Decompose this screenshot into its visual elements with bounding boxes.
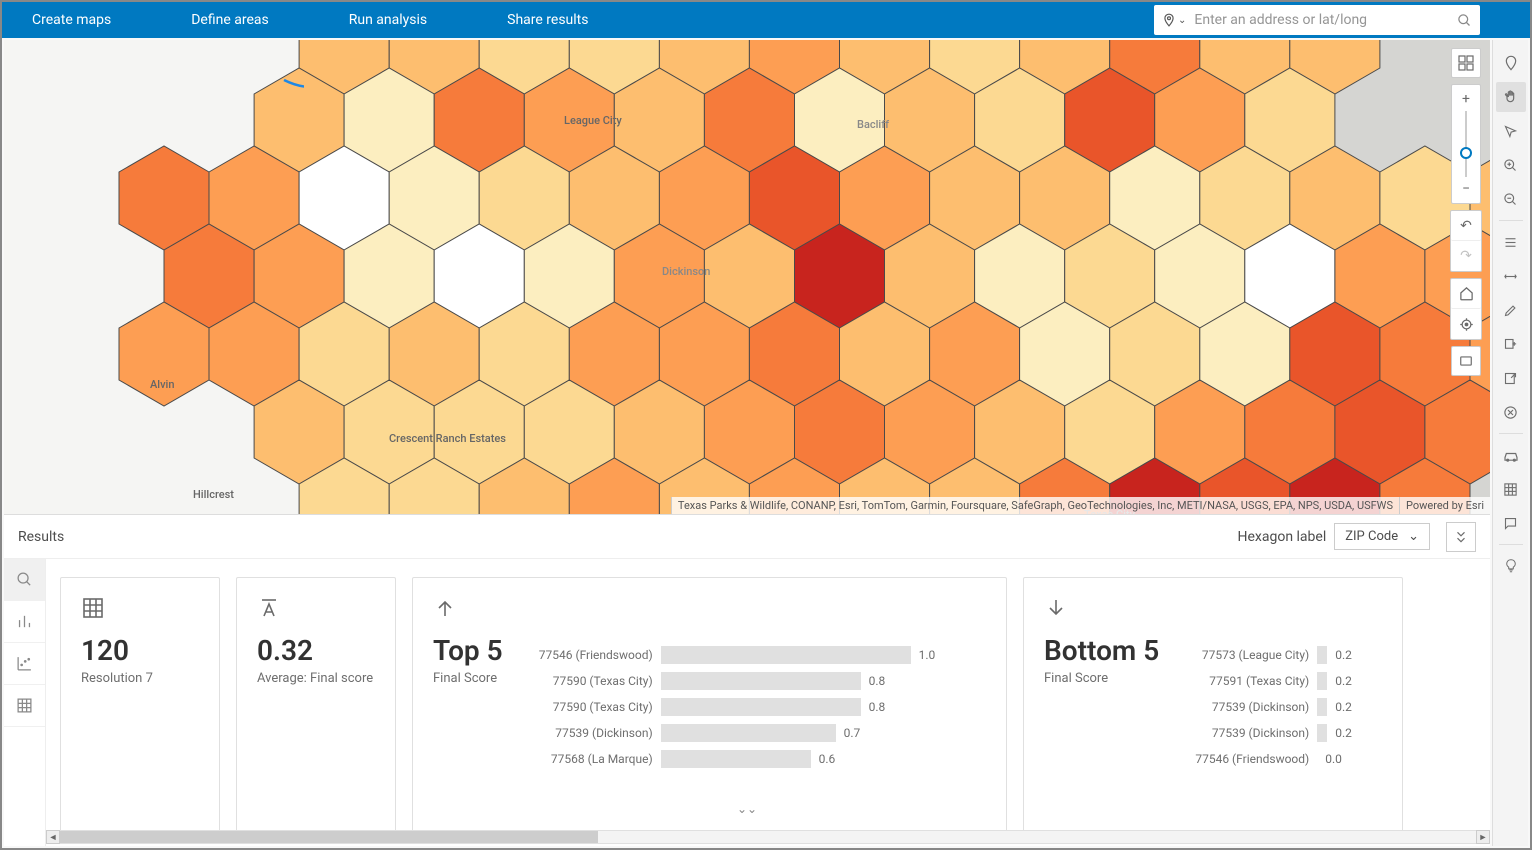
nav-define-areas[interactable]: Define areas (191, 12, 269, 28)
basemap-button[interactable] (1451, 48, 1481, 78)
bar-row: 77546 (Friendswood)1.0 (523, 646, 986, 664)
tab-chart[interactable] (4, 601, 45, 643)
cards-row: 120 Resolution 7 0.32 Average: Final sco… (46, 559, 1490, 846)
tool-clear-icon[interactable] (1496, 397, 1526, 427)
bar-row: 77590 (Texas City)0.8 (523, 672, 986, 690)
arrow-up-icon (433, 596, 457, 620)
tool-zoomout-icon[interactable] (1496, 184, 1526, 214)
bottom5-sub: Final Score (1044, 671, 1159, 688)
zoom-slider[interactable]: + − (1451, 84, 1481, 204)
tool-select-icon[interactable] (1496, 116, 1526, 146)
bar-row: 77573 (League City)0.2 (1179, 646, 1382, 664)
nav-share-results[interactable]: Share results (507, 12, 588, 28)
locate-button[interactable] (1451, 309, 1481, 339)
card-average: 0.32 Average: Final score (236, 577, 396, 836)
nav-create-maps[interactable]: Create maps (32, 12, 111, 28)
tool-measure-icon[interactable] (1496, 261, 1526, 291)
map-label: Crescent Ranch Estates (389, 432, 506, 445)
scroll-left-button[interactable]: ◄ (46, 830, 60, 844)
bar-row: 77591 (Texas City)0.2 (1179, 672, 1382, 690)
map-label: Bacliff (857, 118, 889, 131)
map-label: Hillcrest (193, 488, 234, 501)
average-icon (257, 596, 281, 620)
undo-button[interactable]: ↶ (1451, 211, 1481, 241)
card-top5: Top 5 Final Score 77546 (Friendswood)1.0… (412, 577, 1007, 836)
tool-tip-icon[interactable] (1496, 551, 1526, 581)
bar-row: 77539 (Dickinson)0.7 (523, 724, 986, 742)
tool-edit-icon[interactable] (1496, 295, 1526, 325)
tab-table[interactable] (4, 685, 45, 727)
bar-row: 77590 (Texas City)0.8 (523, 698, 986, 716)
collapse-panel-button[interactable] (1446, 522, 1476, 552)
tool-drive-icon[interactable] (1496, 440, 1526, 470)
average-sub: Average: Final score (257, 671, 375, 688)
map-canvas[interactable]: League City Bacliff Dickinson Alvin Crescent… (4, 40, 1490, 514)
home-extent-button[interactable] (1451, 279, 1481, 309)
zoom-out-button[interactable]: − (1462, 181, 1470, 197)
tool-zoomin-icon[interactable] (1496, 150, 1526, 180)
tab-scatter[interactable] (4, 643, 45, 685)
results-panel: Results Hexagon label ZIP Code ⌄ 120 Res… (4, 514, 1490, 846)
nav-run-analysis[interactable]: Run analysis (349, 12, 427, 28)
map-attribution: Texas Parks & Wildlife, CONANP, Esri, To… (671, 497, 1490, 514)
tool-add-layer-icon[interactable] (1496, 329, 1526, 359)
redo-button[interactable]: ↷ (1451, 241, 1481, 271)
search-input[interactable] (1194, 12, 1457, 28)
collapse-cards-button[interactable]: ⌄⌄ (737, 802, 757, 816)
tool-legend-icon[interactable] (1496, 227, 1526, 257)
map-label: Alvin (150, 378, 174, 391)
search-icon[interactable] (1457, 13, 1472, 28)
resolution-value: 120 (81, 634, 199, 667)
hex-label-text: Hexagon label (1238, 529, 1327, 545)
top-nav: Create maps Define areas Run analysis Sh… (2, 2, 1530, 38)
resolution-sub: Resolution 7 (81, 671, 199, 688)
tab-overview[interactable] (4, 559, 45, 601)
fullscreen-button[interactable] (1451, 346, 1481, 376)
hex-layer (4, 40, 1490, 514)
pin-icon (1162, 13, 1176, 27)
tool-table-icon[interactable] (1496, 474, 1526, 504)
hex-label-select[interactable]: ZIP Code ⌄ (1334, 523, 1430, 550)
tool-pan-icon[interactable] (1496, 82, 1526, 112)
bar-row: 77539 (Dickinson)0.2 (1179, 698, 1382, 716)
tool-chat-icon[interactable] (1496, 508, 1526, 538)
bottom5-title: Bottom 5 (1044, 634, 1159, 667)
tool-pin-icon[interactable] (1496, 48, 1526, 78)
results-hscroll[interactable]: ◄ ► (46, 830, 1490, 844)
results-header: Results Hexagon label ZIP Code ⌄ (4, 515, 1490, 559)
zoom-in-button[interactable]: + (1462, 91, 1470, 107)
bar-row: 77546 (Friendswood)0.0 (1179, 750, 1382, 768)
bar-row: 77539 (Dickinson)0.2 (1179, 724, 1382, 742)
map-controls: + − ↶ ↷ (1450, 48, 1482, 376)
arrow-down-icon (1044, 596, 1068, 620)
results-tabs (4, 559, 46, 846)
tool-share-icon[interactable] (1496, 363, 1526, 393)
search-box[interactable]: ⌄ (1154, 5, 1480, 35)
map-label: Dickinson (662, 265, 710, 278)
card-bottom5: Bottom 5 Final Score 77573 (League City)… (1023, 577, 1403, 836)
results-title: Results (18, 529, 64, 545)
top5-title: Top 5 (433, 634, 503, 667)
top5-sub: Final Score (433, 671, 503, 688)
chevron-down-icon: ⌄ (1408, 529, 1419, 544)
scroll-right-button[interactable]: ► (1476, 830, 1490, 844)
search-dropdown-icon[interactable]: ⌄ (1178, 15, 1186, 26)
grid-icon (81, 596, 105, 620)
right-toolbar (1492, 40, 1528, 846)
average-value: 0.32 (257, 634, 375, 667)
map-label: League City (564, 114, 622, 127)
bar-row: 77568 (La Marque)0.6 (523, 750, 986, 768)
card-resolution: 120 Resolution 7 (60, 577, 220, 836)
